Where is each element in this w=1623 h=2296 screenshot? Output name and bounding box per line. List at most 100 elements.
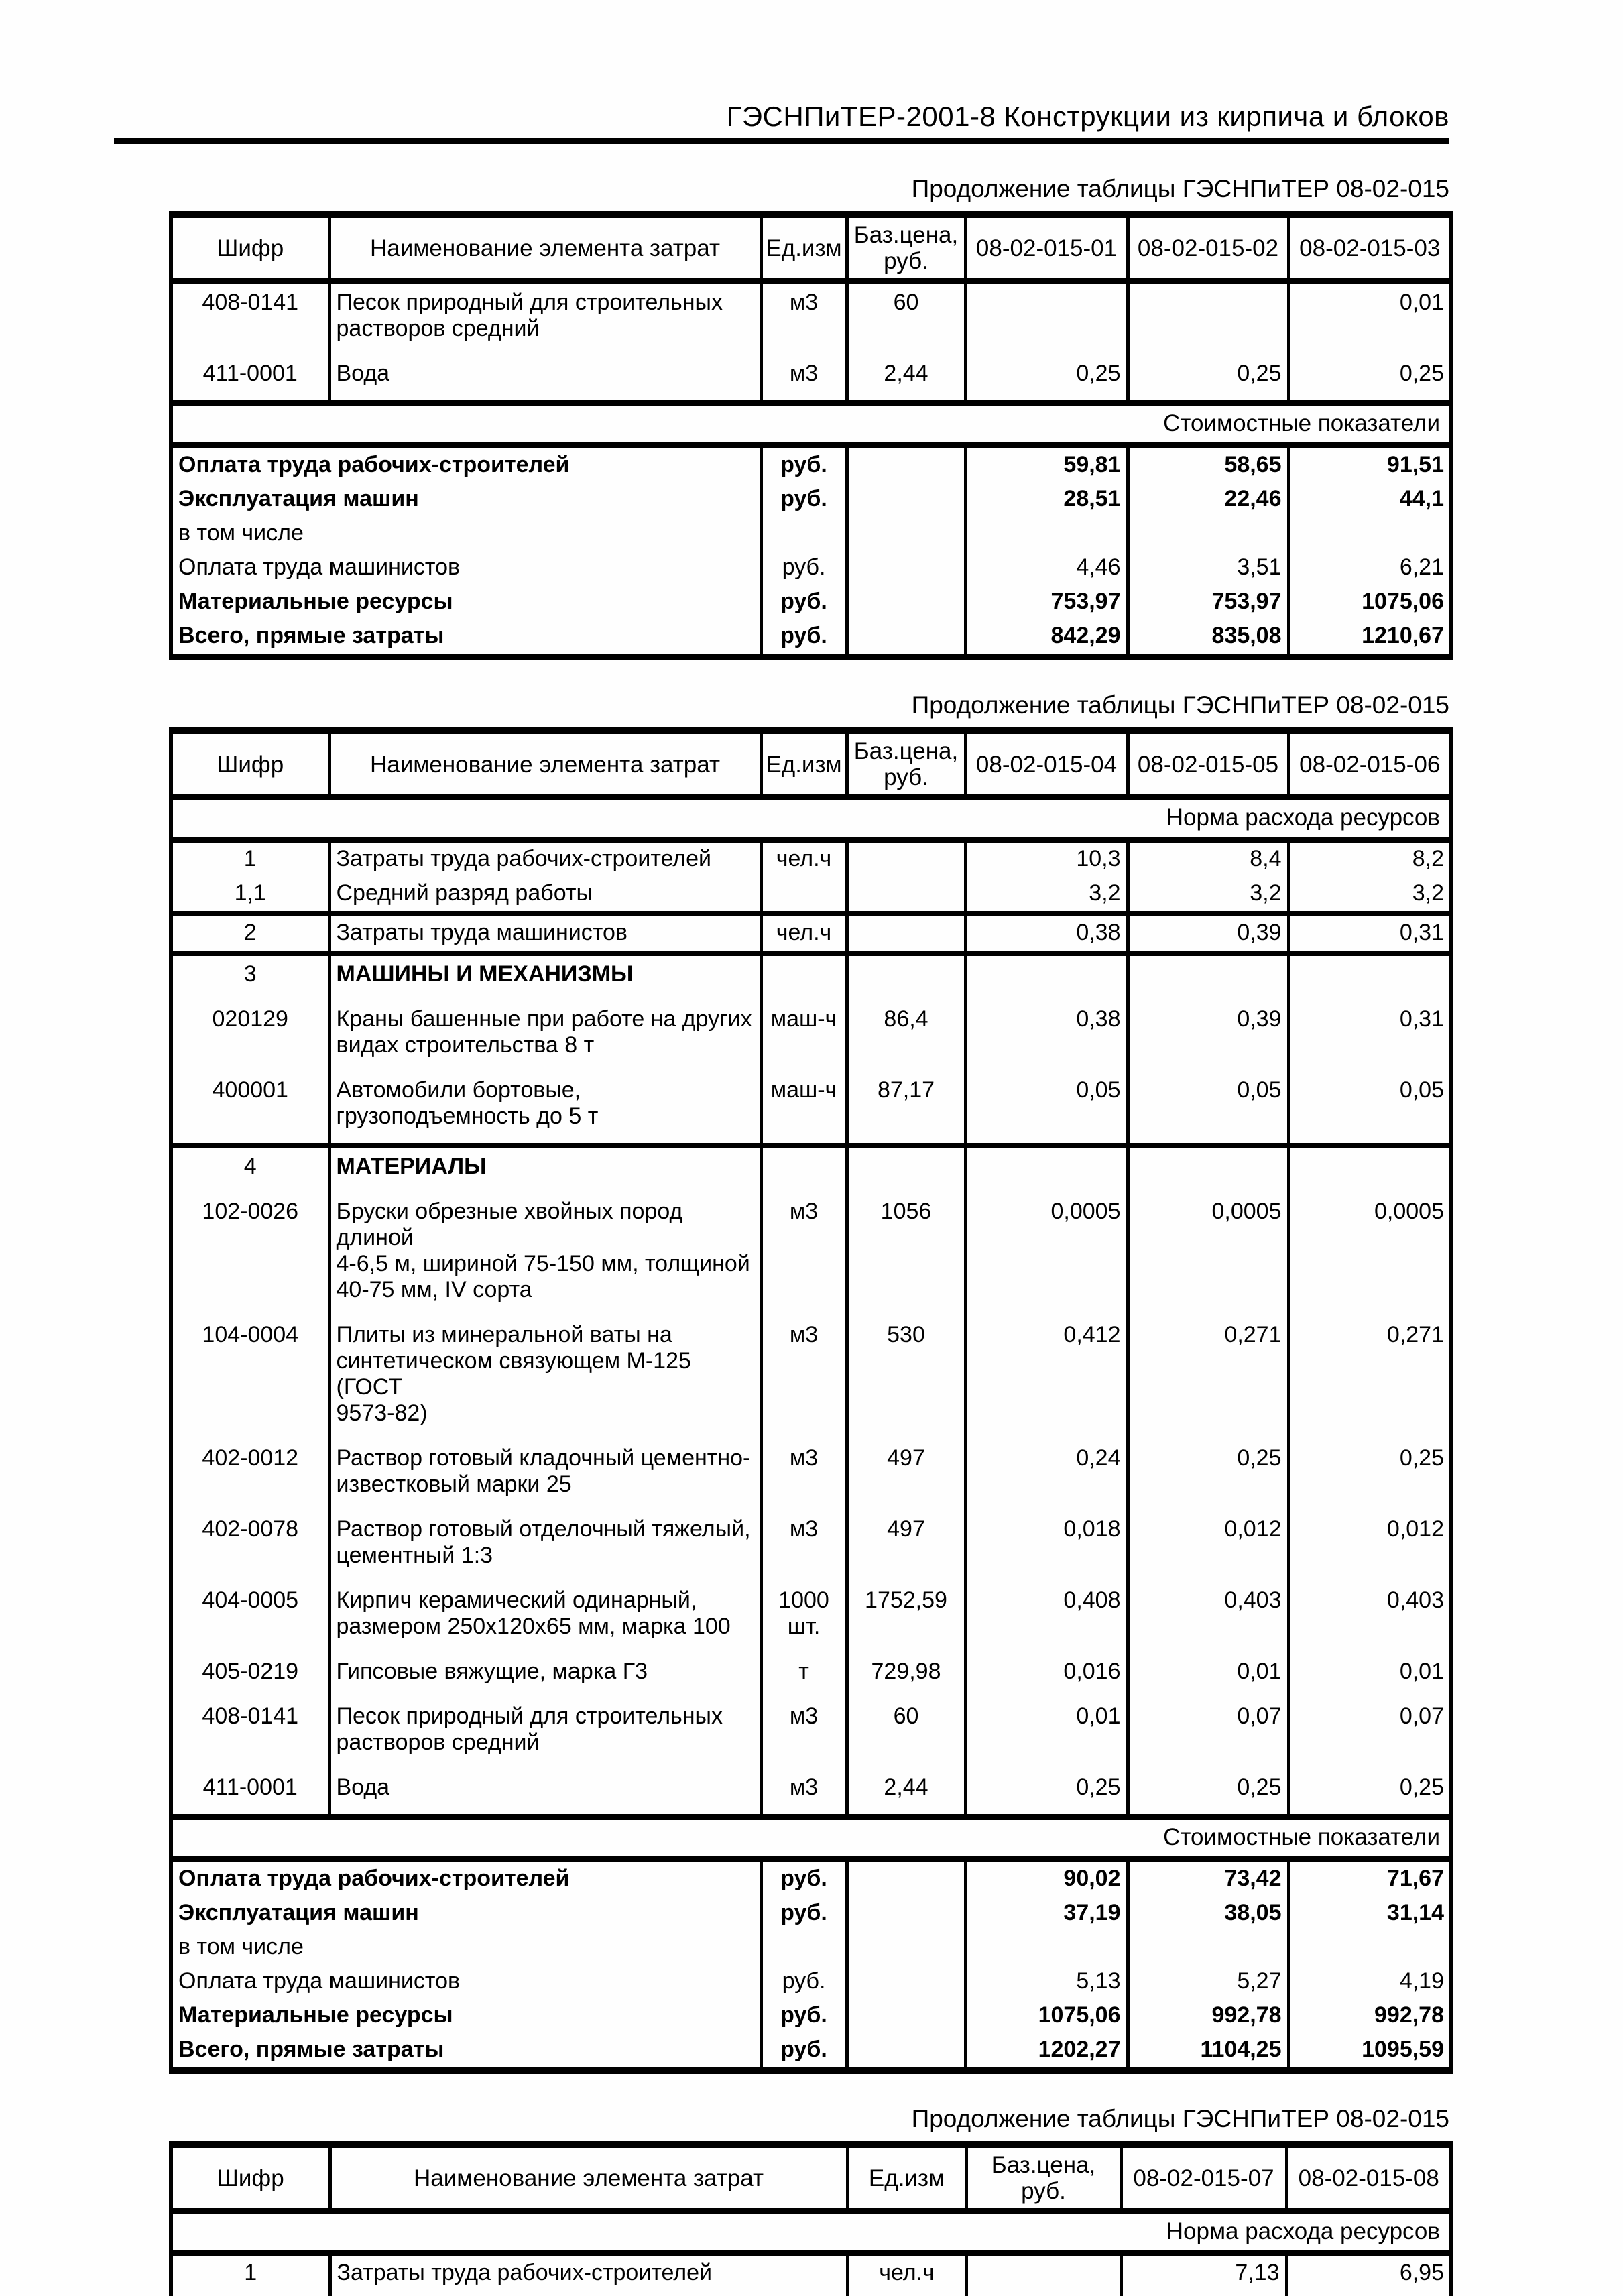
cell-label: Материальные ресурсы <box>169 1999 763 2033</box>
cell-val: 4,19 <box>1286 1965 1453 1999</box>
section-band-row: Стоимостные показатели <box>169 400 1453 448</box>
cell-price <box>845 585 967 619</box>
cell-label: в том числе <box>169 517 763 551</box>
cell-val: 44,1 <box>1286 483 1453 517</box>
cell-val: 0,25 <box>1286 355 1453 404</box>
cell-name: МАШИНЫ И МЕХАНИЗМЫ <box>327 951 763 1001</box>
col-header-price: Баз.цена, руб. <box>845 213 967 284</box>
col-header-unit: Ед.изм <box>759 729 849 800</box>
cell-label: Оплата труда рабочих-строителей <box>169 445 763 483</box>
cell-code: 411-0001 <box>169 1769 331 1817</box>
doc-header-title: ГЭСНПиТЕР-2001-8 Конструкции из кирпича … <box>726 101 1449 132</box>
cell-unit <box>759 877 849 914</box>
cell-unit: маш-ч <box>759 1072 849 1146</box>
cell-val: 6,21 <box>1286 551 1453 585</box>
cell-unit: руб. <box>759 1859 849 1896</box>
cell-price <box>845 517 967 551</box>
cell-name: МАТЕРИАЛЫ <box>327 1143 763 1193</box>
cell-price: 60 <box>845 1698 967 1769</box>
cell-val <box>1286 1931 1453 1965</box>
cell-unit: руб. <box>759 1999 849 2033</box>
col-header-015-08: 08-02-015-08 <box>1284 2142 1453 2214</box>
cell-price <box>845 445 967 483</box>
cell-val: 1210,67 <box>1286 619 1453 657</box>
cell-val: 0,25 <box>1126 1769 1290 1817</box>
cell-val: 842,29 <box>963 619 1130 657</box>
col-header-015-05: 08-02-015-05 <box>1126 729 1290 800</box>
cell-label: Оплата труда машинистов <box>169 551 763 585</box>
cell-price: 60 <box>845 281 967 355</box>
table-row: в том числе <box>169 517 1453 551</box>
table-row: 402-0078 Раствор готовый отделочный тяжел… <box>169 1511 1453 1582</box>
cell-val: 8,2 <box>1286 839 1453 877</box>
cell-val <box>963 1931 1130 1965</box>
cell-val: 8,4 <box>1126 839 1290 877</box>
cell-price <box>845 483 967 517</box>
table-row: Оплата труда машинистов руб. 4,46 3,51 6,21 <box>169 551 1453 585</box>
col-header-name: Наименование элемента затрат <box>327 729 763 800</box>
table-row: Эксплуатация машин руб. 28,51 22,46 44,1 <box>169 483 1453 517</box>
cell-unit: м3 <box>759 1698 849 1769</box>
cell-val: 0,25 <box>963 355 1130 404</box>
cell-code: 411-0001 <box>169 355 331 404</box>
cell-val: 3,2 <box>1286 877 1453 914</box>
table-row: 020129 Краны башенные при работе на други… <box>169 1001 1453 1072</box>
cell-price <box>845 951 967 1001</box>
table-row: 104-0004 Плиты из минеральной ваты на син… <box>169 1317 1453 1440</box>
cell-val <box>1126 1143 1290 1193</box>
cell-val: 0,05 <box>1126 1072 1290 1146</box>
table-row: 411-0001 Вода м3 2,44 0,25 0,25 0,25 <box>169 1769 1453 1817</box>
cell-val: 1075,06 <box>1286 585 1453 619</box>
table-row: 411-0001 Вода м3 2,44 0,25 0,25 0,25 <box>169 355 1453 404</box>
cell-val: 0,38 <box>963 911 1130 953</box>
table-row: Оплата труда машинистов руб. 5,13 5,27 4,19 <box>169 1965 1453 1999</box>
cell-name: Средний разряд работы <box>327 877 763 914</box>
cell-label: Всего, прямые затраты <box>169 2033 763 2071</box>
cell-val: 0,31 <box>1286 1001 1453 1072</box>
cell-name: Затраты труда рабочих-строителей <box>328 2253 849 2291</box>
cell-val: 0,0005 <box>963 1193 1130 1317</box>
section-band-label: Норма расхода ресурсов <box>169 794 1453 843</box>
cell-val <box>1126 951 1290 1001</box>
cell-val: 0,05 <box>1286 1072 1453 1146</box>
table-row: 3 МАШИНЫ И МЕХАНИЗМЫ <box>169 951 1453 1001</box>
table-015-01-03: Шифр Наименование элемента затрат Ед.изм… <box>169 211 1453 660</box>
cell-val: 0,403 <box>1286 1582 1453 1653</box>
cell-price: 87,17 <box>845 1072 967 1146</box>
cell-val: 753,97 <box>963 585 1130 619</box>
cell-price: 2,44 <box>845 1769 967 1817</box>
cell-val: 3,2 <box>1284 2291 1453 2296</box>
cell-price <box>845 1859 967 1896</box>
col-header-015-03: 08-02-015-03 <box>1286 213 1453 284</box>
cell-unit <box>759 1143 849 1193</box>
cell-name: Затраты труда машинистов <box>327 911 763 953</box>
section-band-row: Норма расхода ресурсов <box>169 794 1453 843</box>
header-row: Шифр Наименование элемента затрат Ед.изм… <box>169 2142 1453 2214</box>
cell-val: 0,24 <box>963 1440 1130 1511</box>
table-row: Оплата труда рабочих-строителей руб. 90,02… <box>169 1859 1453 1896</box>
table-row: Материальные ресурсы руб. 753,97 753,97 1075… <box>169 585 1453 619</box>
cell-unit: чел.ч <box>845 2253 968 2291</box>
section-band-row: Норма расхода ресурсов <box>169 2208 1453 2256</box>
col-header-015-07: 08-02-015-07 <box>1119 2142 1288 2214</box>
table-row: 2 Затраты труда машинистов чел.ч 0,38 0,39 0,… <box>169 911 1453 953</box>
cell-unit: руб. <box>759 619 849 657</box>
cell-val: 0,38 <box>963 1001 1130 1072</box>
cell-val: 6,95 <box>1284 2253 1453 2291</box>
cell-val: 90,02 <box>963 1859 1130 1896</box>
cell-code: 1 <box>169 839 331 877</box>
col-header-code: Шифр <box>169 729 331 800</box>
cell-name: Раствор готовый кладочный цементно- изве… <box>327 1440 763 1511</box>
cell-label: Эксплуатация машин <box>169 1896 763 1931</box>
cell-unit: чел.ч <box>759 911 849 953</box>
cell-code: 4 <box>169 1143 331 1193</box>
cell-code: 402-0078 <box>169 1511 331 1582</box>
cell-val: 5,27 <box>1126 1965 1290 1999</box>
cell-val: 1202,27 <box>963 2033 1130 2071</box>
col-header-015-04: 08-02-015-04 <box>963 729 1130 800</box>
cell-price <box>845 877 967 914</box>
cell-val: 5,13 <box>963 1965 1130 1999</box>
cell-val: 0,016 <box>963 1653 1130 1698</box>
